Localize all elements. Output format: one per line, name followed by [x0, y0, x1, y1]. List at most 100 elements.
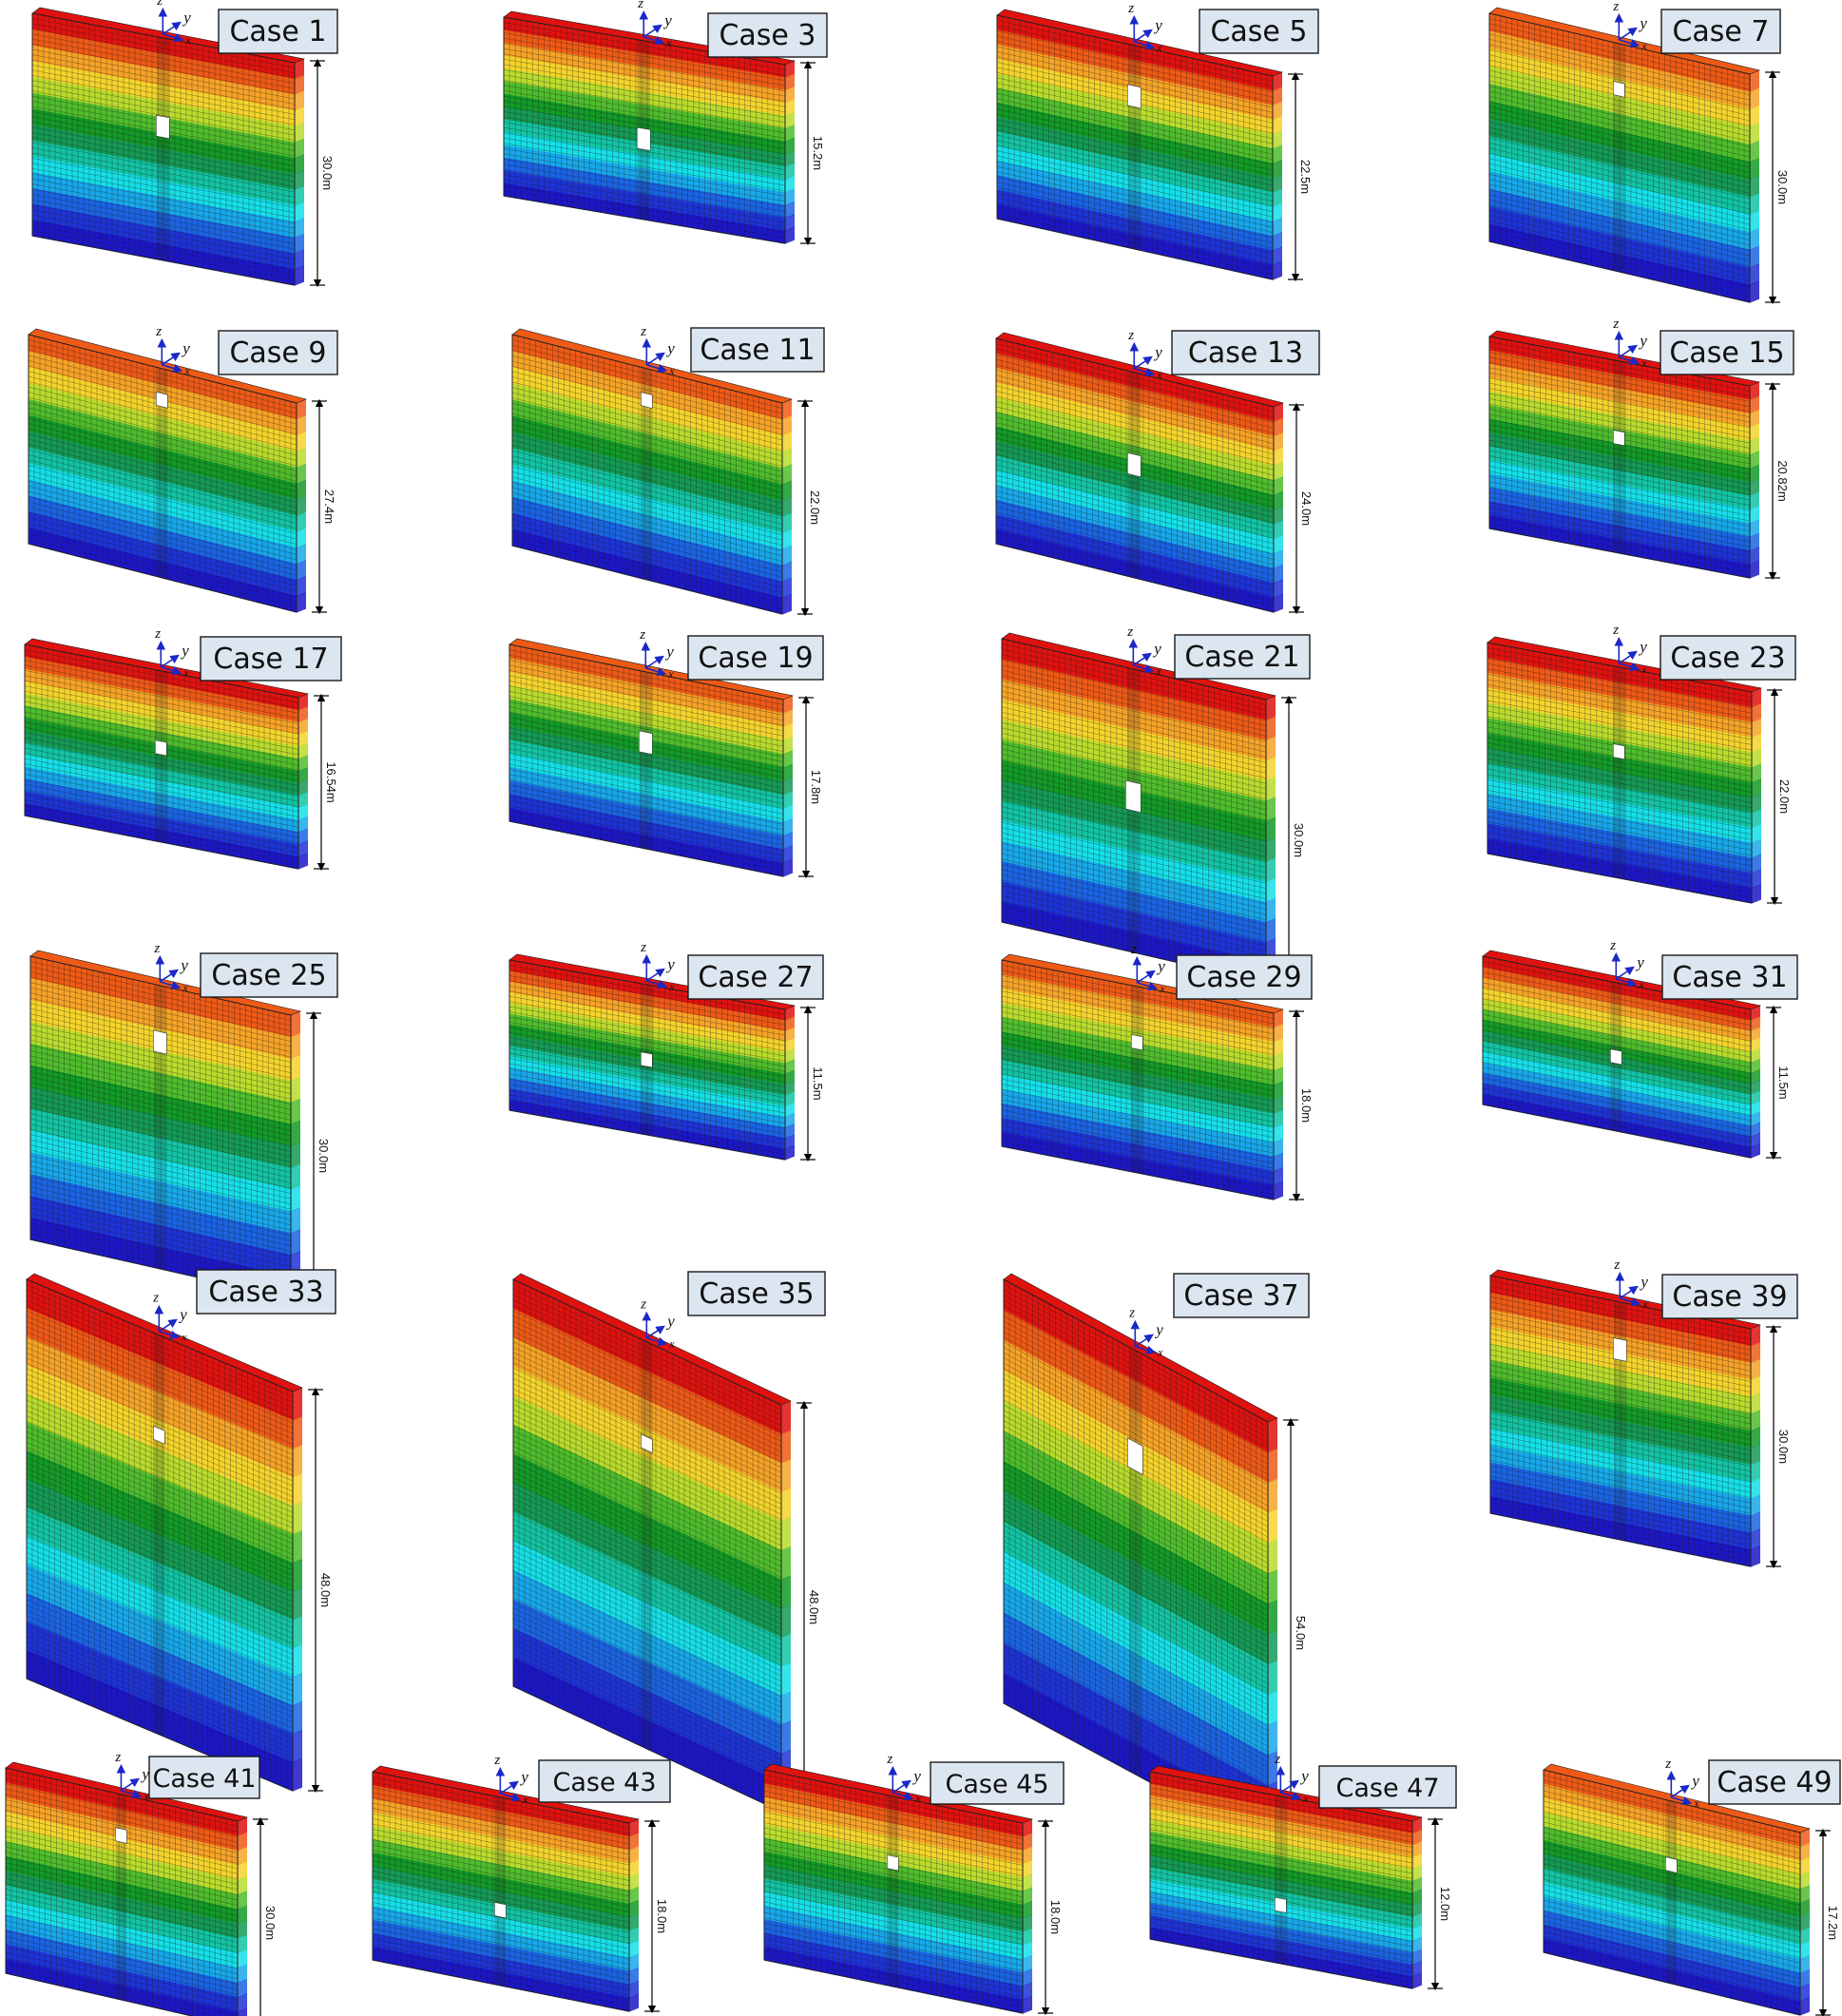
side-face-band	[1274, 1152, 1283, 1172]
side-face-band	[1268, 1539, 1277, 1574]
side-face-band	[783, 804, 793, 823]
case-label: Case 31	[1672, 961, 1787, 994]
height-label: 15.2m	[811, 136, 825, 170]
side-face-band	[1750, 560, 1759, 579]
y-axis-label: y	[662, 11, 672, 29]
opening	[1126, 84, 1142, 109]
height-dimension: 11.5m	[800, 1005, 825, 1162]
contour-band	[1544, 1895, 1800, 1974]
opening	[154, 739, 167, 757]
contour-band	[27, 1593, 293, 1735]
side-face-band	[1268, 1508, 1277, 1545]
side-face-band	[1751, 1047, 1760, 1064]
x-axis-arrow	[1135, 1345, 1157, 1355]
contour-band	[996, 470, 1274, 554]
contour-band	[996, 382, 1274, 467]
contour-band	[764, 1851, 1023, 1919]
side-face-band	[783, 777, 793, 796]
panel-outline	[26, 1278, 294, 1792]
side-face-band	[1751, 1080, 1760, 1095]
x-axis-label: x	[667, 667, 674, 681]
y-axis-arrow	[1670, 1784, 1690, 1798]
side-face-band	[1752, 794, 1761, 814]
side-face-band	[782, 464, 792, 485]
opening	[1125, 779, 1142, 814]
side-face-band	[1274, 1052, 1283, 1071]
contour-band	[504, 42, 785, 104]
side-face-band	[291, 1142, 300, 1169]
z-axis-label: z	[114, 1750, 121, 1765]
side-face-band	[1751, 1511, 1760, 1533]
side-face-band	[1800, 1941, 1810, 1960]
axis-triad: z yx	[152, 1291, 187, 1344]
side-face-band	[629, 1967, 639, 1986]
side-face-band	[297, 479, 306, 501]
side-face-band	[298, 767, 308, 784]
contour-band	[29, 479, 297, 565]
side-face-band	[781, 1662, 791, 1697]
side-face-band	[1274, 490, 1283, 510]
side-face-band	[1266, 716, 1276, 741]
side-face-band	[1750, 478, 1759, 497]
side-face-band	[1266, 756, 1276, 781]
side-face-band	[1751, 1068, 1760, 1085]
side-face-band	[1750, 547, 1759, 566]
contour-band	[6, 1768, 238, 1837]
side-face-band	[238, 1949, 247, 1968]
mesh-grid	[503, 16, 786, 244]
side-face-band	[1752, 823, 1761, 844]
opening	[640, 392, 653, 410]
side-face-band	[297, 544, 306, 565]
contour-band	[1544, 1812, 1800, 1890]
side-face-band	[1023, 1846, 1032, 1865]
mesh-grid	[1003, 1278, 1269, 1847]
contour-band	[512, 399, 782, 485]
case-label-background	[930, 1761, 1065, 1805]
side-face-band	[1268, 1720, 1277, 1757]
panel-outline	[508, 643, 784, 877]
side-face-band	[291, 1076, 300, 1104]
side-face-band	[1023, 1873, 1032, 1892]
panel-outline	[28, 334, 297, 613]
panel-case-1: z yx 30.0m Case 1	[31, 0, 338, 288]
y-axis-label: y	[1638, 638, 1647, 656]
side-face-band	[297, 414, 306, 436]
side-face-band	[1750, 532, 1759, 551]
opening	[153, 1425, 165, 1445]
side-face-band	[295, 249, 304, 270]
side-face-band	[293, 1644, 302, 1678]
case-label-background	[687, 954, 824, 1000]
side-face-band	[783, 791, 793, 810]
contour-band	[29, 511, 297, 597]
height-label: 30.0m	[1292, 823, 1306, 857]
side-face-band	[785, 99, 795, 117]
opening	[1275, 1896, 1287, 1913]
y-axis-arrow	[159, 969, 179, 983]
y-axis-arrow	[1618, 344, 1638, 358]
z-axis-label: z	[152, 1291, 159, 1306]
side-face-band	[783, 709, 793, 728]
case-label-box: Case 5	[1199, 9, 1319, 54]
mesh-grid	[1488, 336, 1751, 579]
case-label: Case 13	[1188, 336, 1303, 370]
case-label-box: Case 21	[1174, 634, 1311, 680]
side-face-band	[1750, 280, 1759, 303]
side-face-band	[1274, 520, 1283, 540]
side-face-band	[1268, 1569, 1277, 1604]
case-label-background	[687, 635, 824, 681]
contour-band	[373, 1785, 629, 1851]
side-face-band	[1273, 115, 1282, 135]
side-face-band	[1274, 534, 1283, 554]
side-face-band	[1750, 505, 1759, 524]
side-face-band	[629, 1953, 639, 1972]
case-label: Case 27	[698, 961, 813, 994]
side-face-band	[1800, 1968, 1810, 1988]
side-face-band	[1752, 884, 1761, 904]
side-face-band	[783, 832, 793, 850]
case-label: Case 43	[552, 1768, 656, 1797]
axis-triad: z yx	[153, 941, 188, 994]
height-label: 27.4m	[322, 490, 336, 524]
side-face-band	[782, 399, 792, 420]
side-face-band	[295, 185, 304, 207]
